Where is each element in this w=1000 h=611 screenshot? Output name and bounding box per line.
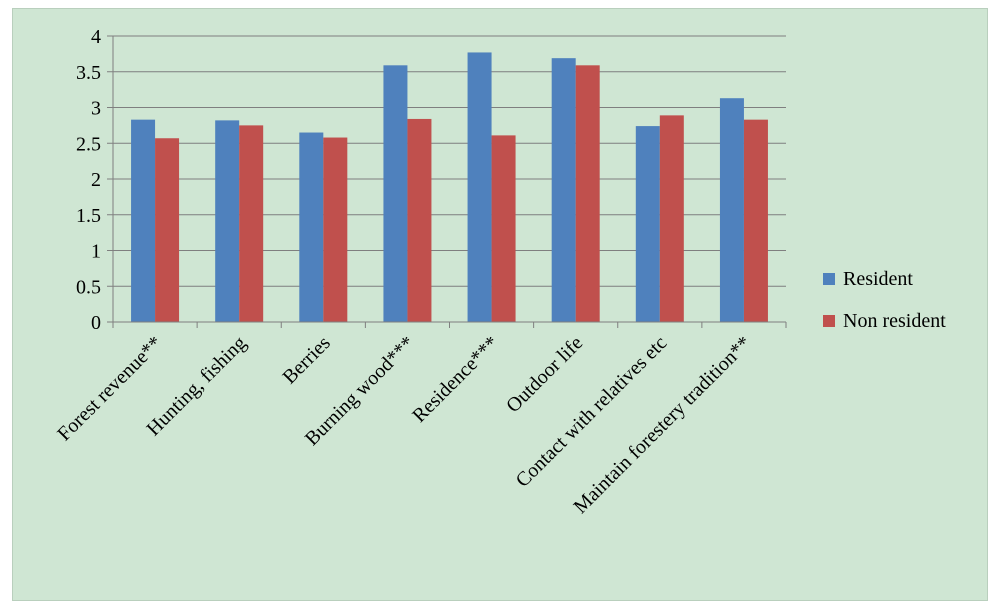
bar-resident (383, 65, 408, 322)
bar-non-resident (323, 137, 348, 322)
y-tick-label: 3 (91, 98, 101, 120)
bar-resident (467, 52, 492, 322)
chart-area: 0 0.5 1 1.5 2 2.5 3 3.5 4 Forest revenue** Hunting… (12, 8, 988, 601)
bar-non-resident (575, 65, 600, 322)
legend-swatch (823, 273, 835, 285)
x-category-label: Outdoor life (502, 332, 587, 417)
x-category-label: Contact with relatives etc (512, 332, 672, 492)
x-category-label: Berries (278, 332, 335, 389)
y-tick-label: 2.5 (76, 133, 101, 155)
bar-non-resident (155, 138, 180, 322)
legend: Resident Non resident (823, 268, 946, 332)
x-category-label: Residence*** (408, 332, 503, 427)
y-tick-label: 2 (91, 169, 101, 191)
legend-label: Resident (843, 268, 913, 290)
bar-non-resident (743, 119, 768, 322)
y-tick-label: 3.5 (76, 62, 101, 84)
bar-non-resident (659, 115, 684, 323)
y-tick-label: 0.5 (76, 276, 101, 298)
bar-resident (299, 132, 324, 322)
legend-label: Non resident (843, 310, 946, 332)
bars (131, 52, 768, 323)
legend-swatch (823, 315, 835, 327)
gridlines (113, 35, 786, 287)
y-tick-label: 1.5 (76, 205, 101, 227)
bar-non-resident (491, 135, 516, 322)
y-tick-label: 1 (91, 241, 101, 263)
bar-resident (551, 58, 576, 322)
bar-resident (635, 126, 660, 322)
bar-non-resident (239, 125, 264, 322)
x-category-label: Maintain forestery tradition** (569, 332, 755, 518)
bar-resident (131, 119, 156, 322)
bar-resident (215, 120, 240, 323)
y-tick-label: 0 (91, 312, 101, 334)
bar-resident (719, 98, 744, 322)
bar-non-resident (407, 118, 432, 322)
y-tick-label: 4 (91, 26, 101, 48)
